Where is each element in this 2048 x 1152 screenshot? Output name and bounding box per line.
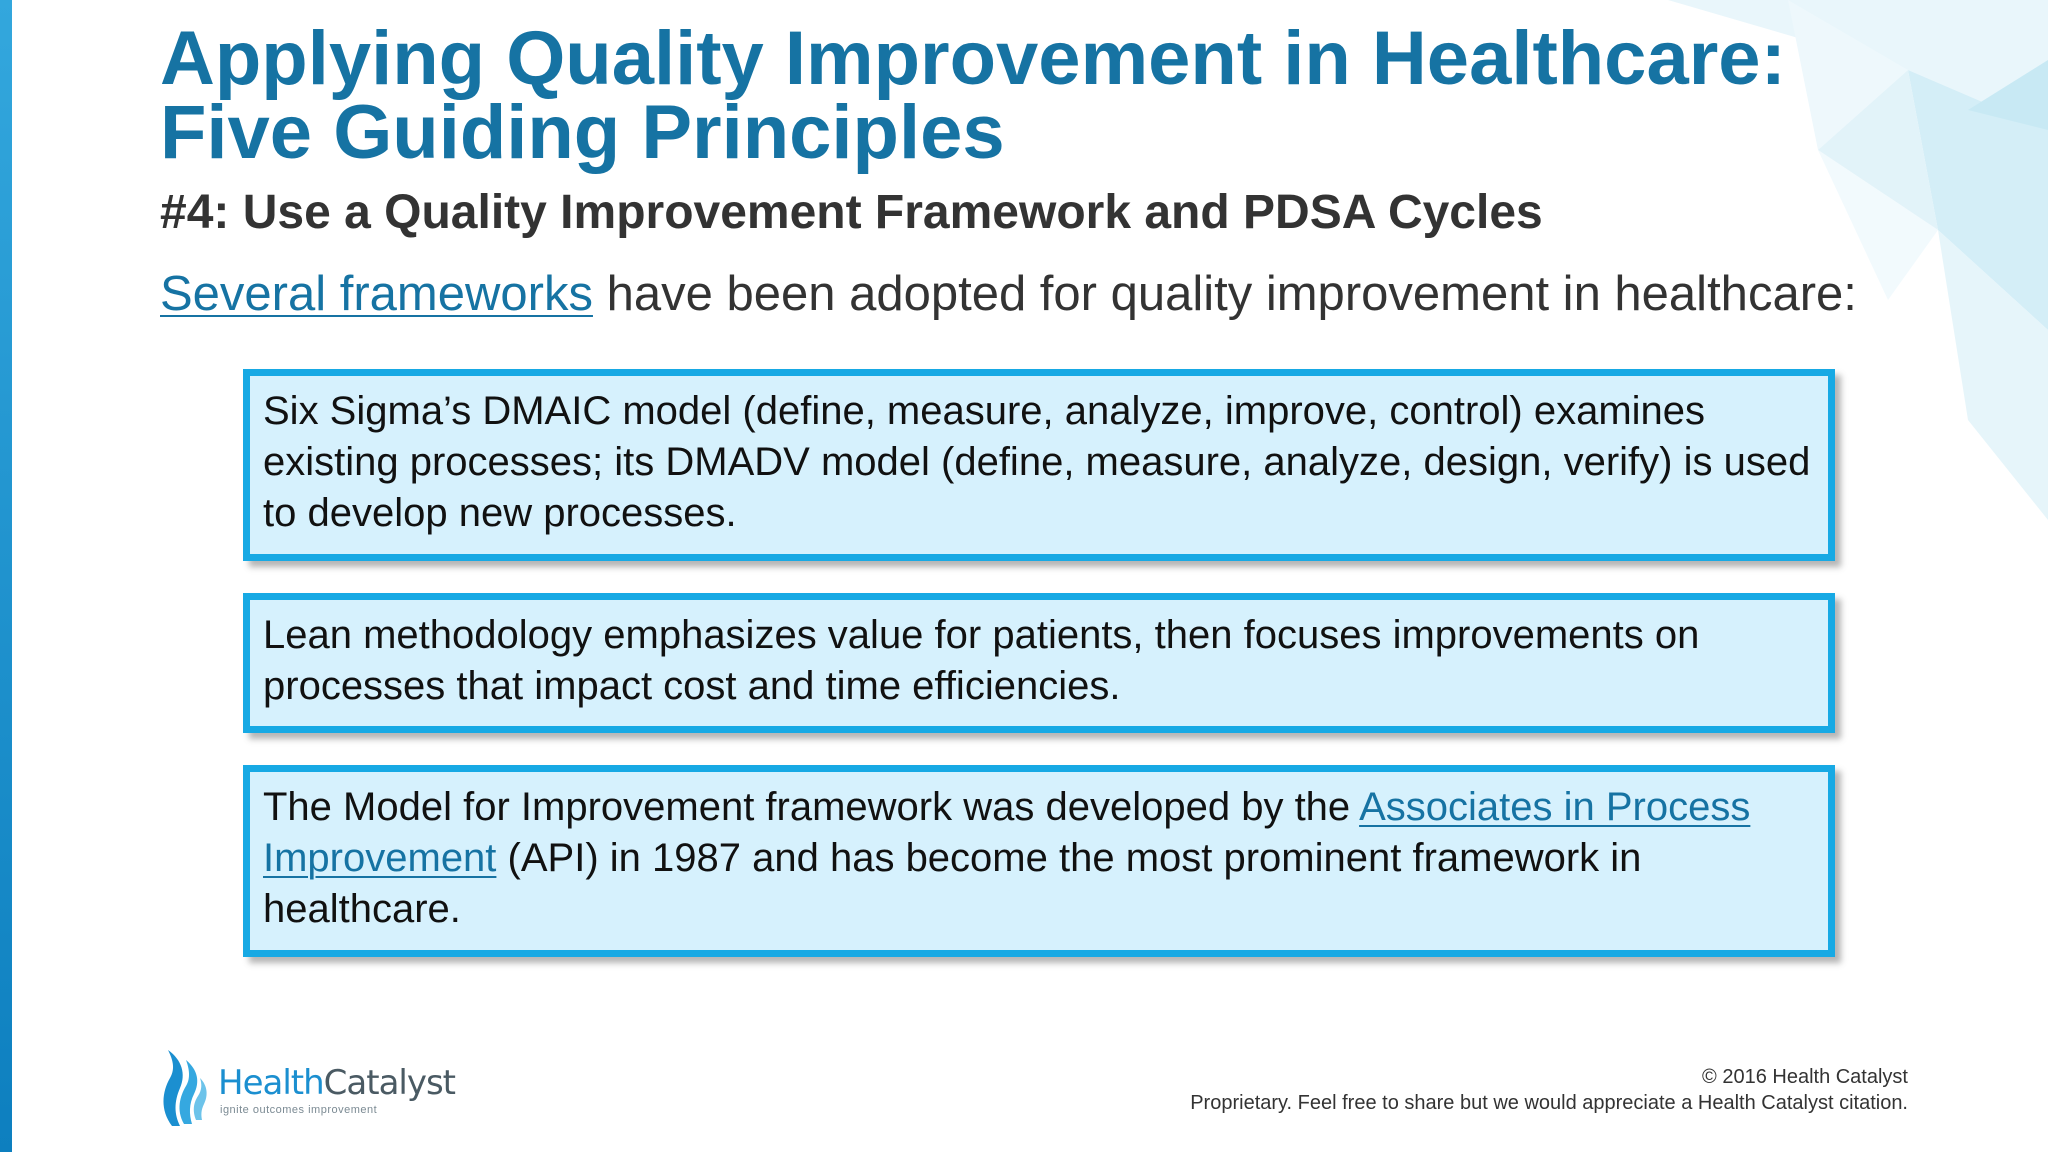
- background-polygon-decoration: [1668, 0, 2048, 520]
- model-for-improvement-box: The Model for Improvement framework was …: [243, 765, 1835, 957]
- six-sigma-text: Six Sigma’s DMAIC model (define, measure…: [263, 389, 1811, 535]
- logo-word-health: Health: [218, 1063, 325, 1103]
- lean-text: Lean methodology emphasizes value for pa…: [263, 613, 1700, 708]
- slide-subtitle: #4: Use a Quality Improvement Framework …: [160, 186, 1543, 239]
- logo-wordmark: HealthCatalyst: [218, 1063, 456, 1103]
- footer: © 2016 Health Catalyst Proprietary. Feel…: [1190, 1064, 1908, 1116]
- lean-box: Lean methodology emphasizes value for pa…: [243, 593, 1835, 733]
- flame-icon: [163, 1050, 207, 1126]
- model-for-improvement-text: The Model for Improvement framework was …: [263, 782, 1814, 935]
- model-text-after: (API) in 1987 and has become the most pr…: [263, 836, 1642, 931]
- logo-tagline: ignite outcomes improvement: [220, 1104, 378, 1116]
- intro-sentence: Several frameworks have been adopted for…: [160, 266, 1857, 322]
- title-line-1: Applying Quality Improvement in Healthca…: [160, 16, 1786, 101]
- associates-in-process-improvement-link[interactable]: Associates in Process Improvement: [263, 785, 1751, 880]
- citation-note: Proprietary. Feel free to share but we w…: [1190, 1092, 1908, 1114]
- logo-word-catalyst: Catalyst: [323, 1063, 456, 1103]
- model-text-before: The Model for Improvement framework was …: [263, 785, 1360, 829]
- title-line-2: Five Guiding Principles: [160, 90, 1005, 175]
- several-frameworks-link[interactable]: Several frameworks: [160, 267, 593, 321]
- six-sigma-box: Six Sigma’s DMAIC model (define, measure…: [243, 369, 1835, 561]
- slide-title: Applying Quality Improvement in Healthca…: [160, 16, 1786, 175]
- copyright-text: © 2016 Health Catalyst: [1702, 1066, 1908, 1088]
- intro-text: have been adopted for quality improvemen…: [592, 267, 1857, 321]
- health-catalyst-logo: HealthCatalyst ignite outcomes improveme…: [158, 1048, 478, 1128]
- left-accent-stripe: [0, 0, 12, 1152]
